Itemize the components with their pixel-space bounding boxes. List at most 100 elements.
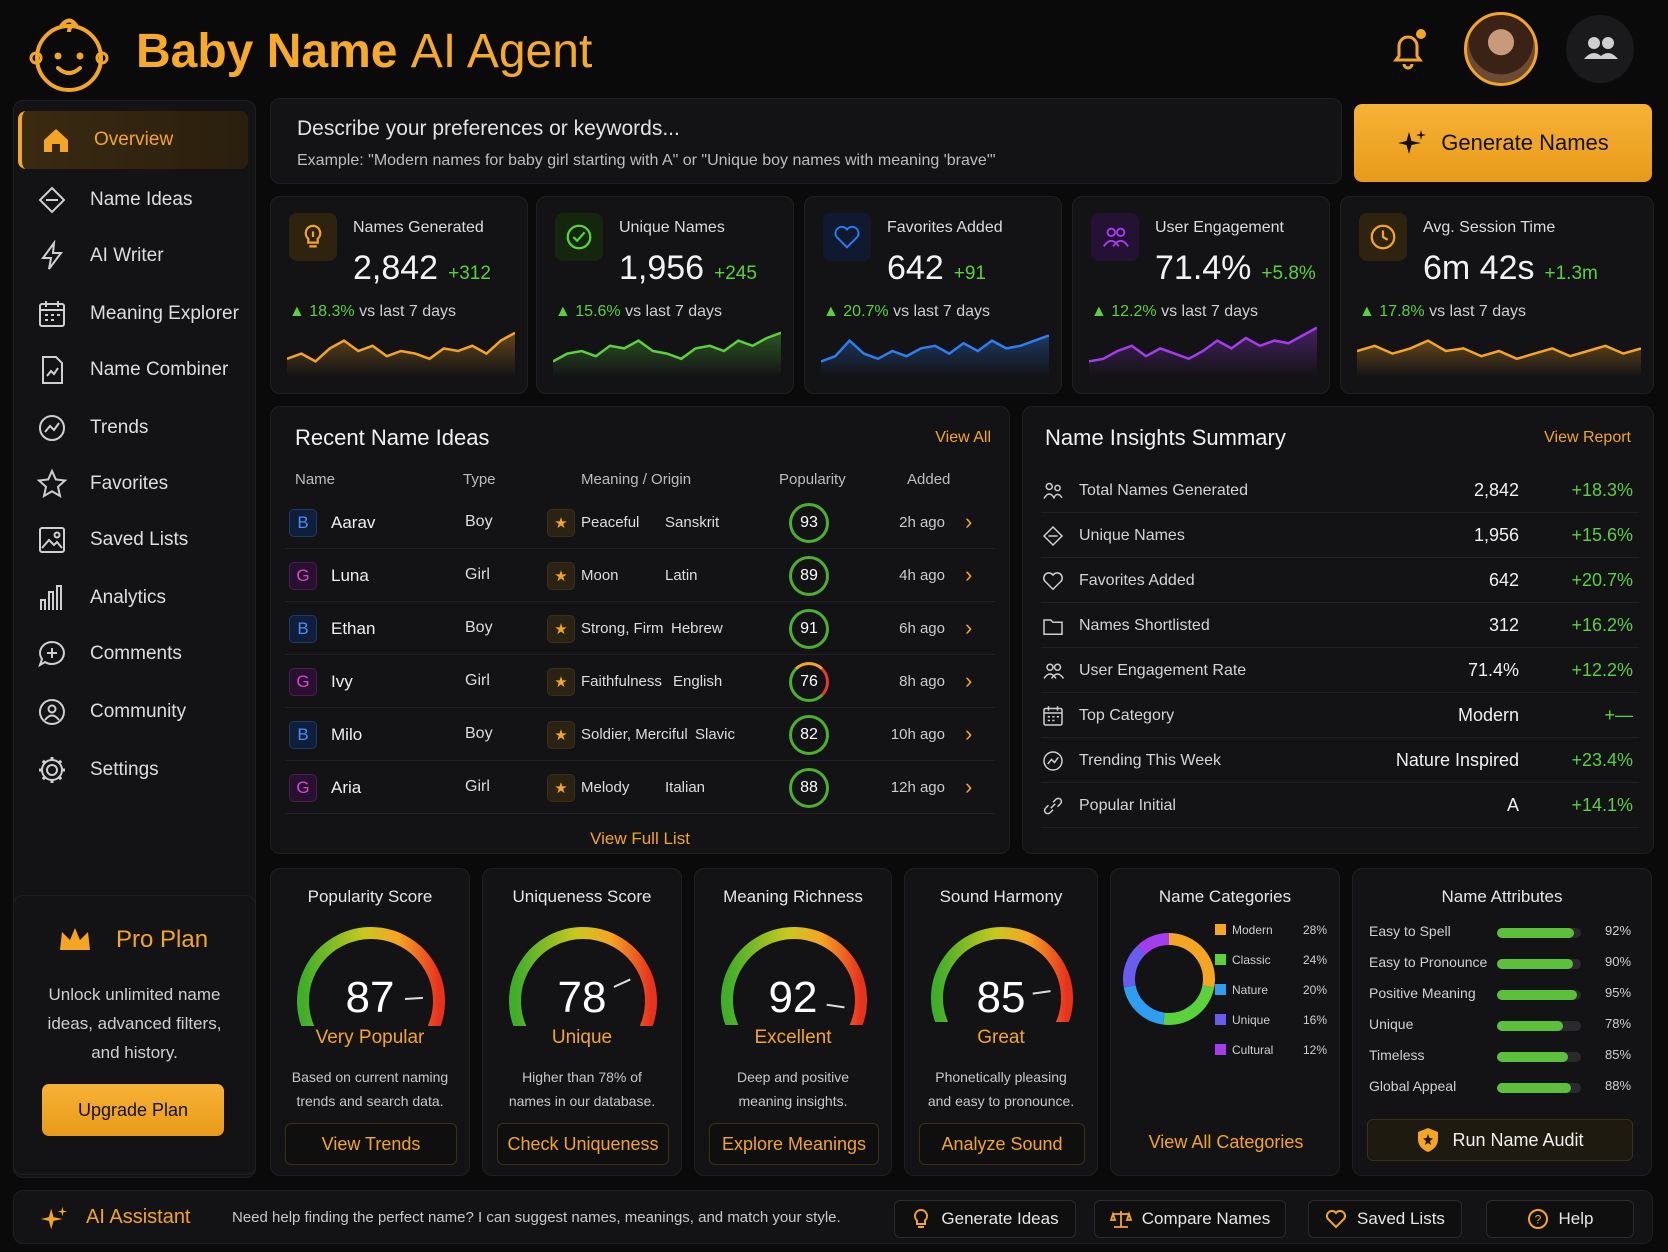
score-label: Very Popular bbox=[315, 1027, 425, 1048]
preferences-input[interactable]: Describe your preferences or keywords...… bbox=[270, 98, 1342, 184]
sidebar-item-name-ideas[interactable]: Name Ideas bbox=[18, 171, 248, 229]
compare-names-button[interactable]: Compare Names bbox=[1094, 1200, 1286, 1238]
generate-ideas-button[interactable]: Generate Ideas bbox=[894, 1200, 1076, 1238]
notification-bell-icon[interactable] bbox=[1388, 28, 1428, 72]
insight-delta: +23.4% bbox=[1571, 750, 1633, 770]
help-button[interactable]: ? Help bbox=[1486, 1200, 1634, 1238]
view-full-list-link[interactable]: View Full List bbox=[590, 829, 690, 848]
help-icon: ? bbox=[1527, 1209, 1548, 1229]
chevron-right-icon[interactable]: › bbox=[965, 721, 973, 746]
community-button[interactable] bbox=[1566, 15, 1634, 83]
user-avatar[interactable] bbox=[1464, 12, 1538, 86]
sidebar-item-community[interactable]: Community bbox=[18, 683, 248, 741]
score-action-button[interactable]: Explore Meanings bbox=[709, 1123, 879, 1165]
sidebar-item-settings[interactable]: Settings bbox=[18, 741, 248, 799]
insight-delta: +14.1% bbox=[1571, 795, 1633, 815]
score-description: Based on current naming trends and search… bbox=[291, 1069, 449, 1109]
upgrade-plan-button[interactable]: Upgrade Plan bbox=[42, 1084, 224, 1136]
stat-trend-value: 15.6% bbox=[575, 303, 621, 320]
sidebar-item-meaning-explorer[interactable]: Meaning Explorer bbox=[18, 285, 248, 343]
score-action-button[interactable]: View Trends bbox=[285, 1123, 457, 1165]
insight-value: A bbox=[1506, 795, 1519, 815]
sidebar-item-label: Trends bbox=[90, 417, 149, 438]
score-card-meaning-richness: Meaning Richness 92 Excellent Deep and posi… bbox=[694, 868, 892, 1176]
category-legend-item: Modern 28% bbox=[1215, 923, 1327, 937]
table-row[interactable]: B Aarav Boy ★ Peaceful Sanskrit 93 2h ago › bbox=[285, 497, 995, 549]
chevron-right-icon[interactable]: › bbox=[965, 774, 973, 799]
favorite-star-icon[interactable]: ★ bbox=[547, 668, 575, 696]
popularity-ring: 82 bbox=[789, 715, 829, 755]
people-icon bbox=[1043, 663, 1065, 679]
view-all-link[interactable]: View All bbox=[935, 429, 991, 446]
score-gauge bbox=[721, 927, 867, 1025]
meaning-cell: Peaceful bbox=[581, 514, 640, 531]
col-added: Added bbox=[907, 471, 951, 488]
sidebar-item-comments[interactable]: Comments bbox=[18, 625, 248, 683]
favorite-star-icon[interactable]: ★ bbox=[547, 615, 575, 643]
view-all-categories-button[interactable]: View All Categories bbox=[1148, 1131, 1304, 1152]
stat-sparkline bbox=[821, 334, 1049, 377]
search-placeholder: Describe your preferences or keywords... bbox=[297, 117, 680, 140]
stat-trend-value: 12.2% bbox=[1111, 303, 1157, 320]
table-row[interactable]: B Ethan Boy ★ Strong, Firm Hebrew 91 6h ago › bbox=[285, 603, 995, 655]
bolt-icon bbox=[41, 240, 63, 270]
table-row[interactable]: B Milo Boy ★ Soldier, Merciful Slavic 82 10h ag… bbox=[285, 709, 995, 761]
view-report-link[interactable]: View Report bbox=[1544, 429, 1631, 446]
chevron-right-icon[interactable]: › bbox=[965, 615, 973, 640]
sparkline-area bbox=[821, 335, 1049, 377]
saved-lists-button[interactable]: Saved Lists bbox=[1308, 1200, 1462, 1238]
stat-icon-box bbox=[289, 213, 337, 261]
added-cell: 2h ago bbox=[899, 514, 945, 531]
favorite-star-icon[interactable]: ★ bbox=[547, 721, 575, 749]
score-action-button[interactable]: Analyze Sound bbox=[919, 1123, 1085, 1165]
favorite-star-icon[interactable]: ★ bbox=[547, 774, 575, 802]
sidebar-item-saved-lists[interactable]: Saved Lists bbox=[18, 511, 248, 569]
insight-row: Total Names Generated 2,842 +18.3% bbox=[1041, 469, 1639, 513]
trend-icon bbox=[1043, 751, 1063, 771]
stat-card-avg-session-time: Avg. Session Time 6m 42s +1.3m ▲ 17.8% vs l… bbox=[1340, 196, 1654, 394]
app-title: Baby Name AI Agent bbox=[136, 25, 593, 78]
table-row[interactable]: G Aria Girl ★ Melody Italian 88 12h ago › bbox=[285, 762, 995, 814]
run-name-audit-button[interactable]: Run Name Audit bbox=[1367, 1119, 1633, 1161]
gear-icon bbox=[39, 757, 65, 783]
sidebar-item-trends[interactable]: Trends bbox=[18, 399, 248, 457]
name-insights-panel: Name Insights Summary View Report Total … bbox=[1022, 406, 1654, 854]
sparkline-line bbox=[1089, 326, 1317, 363]
sidebar-item-favorites[interactable]: Favorites bbox=[18, 455, 248, 513]
attribute-row: Global Appeal 88% bbox=[1369, 1078, 1631, 1098]
lightbulb-icon bbox=[914, 1208, 929, 1228]
chevron-right-icon[interactable]: › bbox=[965, 509, 973, 534]
score-gauge bbox=[297, 927, 445, 1027]
sidebar-item-analytics[interactable]: Analytics bbox=[18, 569, 248, 627]
attribute-row: Easy to Pronounce 90% bbox=[1369, 954, 1631, 974]
added-cell: 4h ago bbox=[899, 567, 945, 584]
type-cell: Boy bbox=[465, 725, 493, 742]
stat-card-names-generated: Names Generated 2,842 +312 ▲ 18.3% vs last … bbox=[270, 196, 528, 394]
folder-icon bbox=[1043, 619, 1063, 635]
type-cell: Girl bbox=[465, 778, 490, 795]
sidebar-item-label: AI Writer bbox=[90, 245, 164, 266]
stat-value-line: 642 +91 bbox=[887, 249, 986, 288]
check-circle-icon bbox=[566, 224, 592, 250]
table-row[interactable]: G Luna Girl ★ Moon Latin 89 4h ago › bbox=[285, 550, 995, 602]
stat-trend-suffix: vs last 7 days bbox=[620, 303, 723, 320]
insight-row: Names Shortlisted 312 +16.2% bbox=[1041, 604, 1639, 648]
attribute-bar-fill bbox=[1497, 990, 1577, 1000]
stat-trend: ▲ 18.3% vs last 7 days bbox=[289, 303, 456, 321]
table-row[interactable]: G Ivy Girl ★ Faithfulness English 76 8h ago › bbox=[285, 656, 995, 708]
score-description: Higher than 78% of names in our database. bbox=[508, 1069, 656, 1109]
chevron-right-icon[interactable]: › bbox=[965, 562, 973, 587]
generate-names-button[interactable]: Generate Names bbox=[1354, 104, 1652, 182]
score-action-button[interactable]: Check Uniqueness bbox=[497, 1123, 669, 1165]
attribute-pct: 88% bbox=[1605, 1078, 1632, 1093]
stat-sparkline bbox=[1357, 339, 1641, 377]
sidebar-item-name-combiner[interactable]: Name Combiner bbox=[18, 341, 248, 399]
legend-swatch bbox=[1215, 984, 1226, 995]
favorite-star-icon[interactable]: ★ bbox=[547, 562, 575, 590]
stat-delta: +1.3m bbox=[1544, 263, 1598, 284]
sidebar-item-ai-writer[interactable]: AI Writer bbox=[18, 227, 248, 285]
trend-up-icon: ▲ bbox=[289, 303, 310, 320]
favorite-star-icon[interactable]: ★ bbox=[547, 509, 575, 537]
sidebar-item-overview[interactable]: Overview bbox=[18, 111, 248, 169]
chevron-right-icon[interactable]: › bbox=[965, 668, 973, 693]
